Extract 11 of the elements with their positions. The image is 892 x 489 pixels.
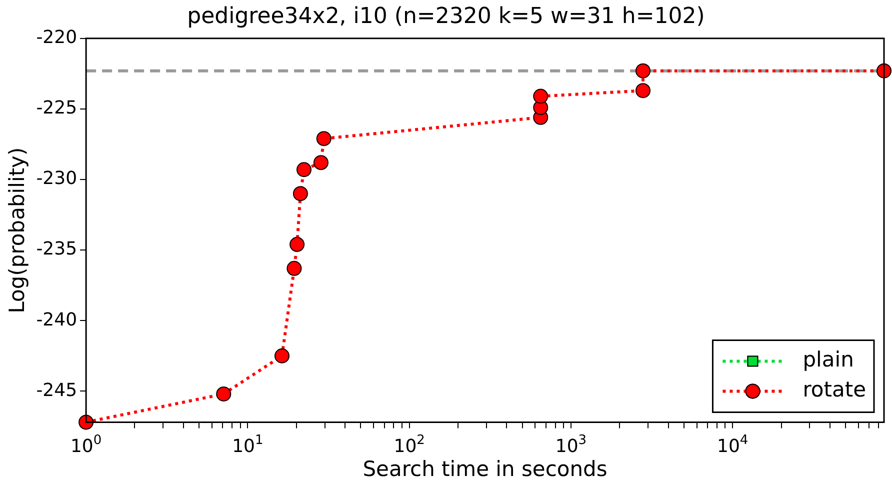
y-tick-label: -230 [36,168,78,190]
y-tick-label: -225 [36,98,78,119]
y-tick-label: -245 [36,380,78,401]
x-axis-title: Search time in seconds [362,456,608,481]
y-axis-title: Log(probability) [5,147,30,314]
chart-title: pedigree34x2, i10 (n=2320 k=5 w=31 h=102) [187,4,705,29]
legend-label: plain [802,348,854,372]
y-tick-label: -235 [36,238,78,260]
y-tick-label: -240 [36,309,78,330]
y-tick-label: -220 [36,27,78,48]
legend-label: rotate [802,378,866,402]
